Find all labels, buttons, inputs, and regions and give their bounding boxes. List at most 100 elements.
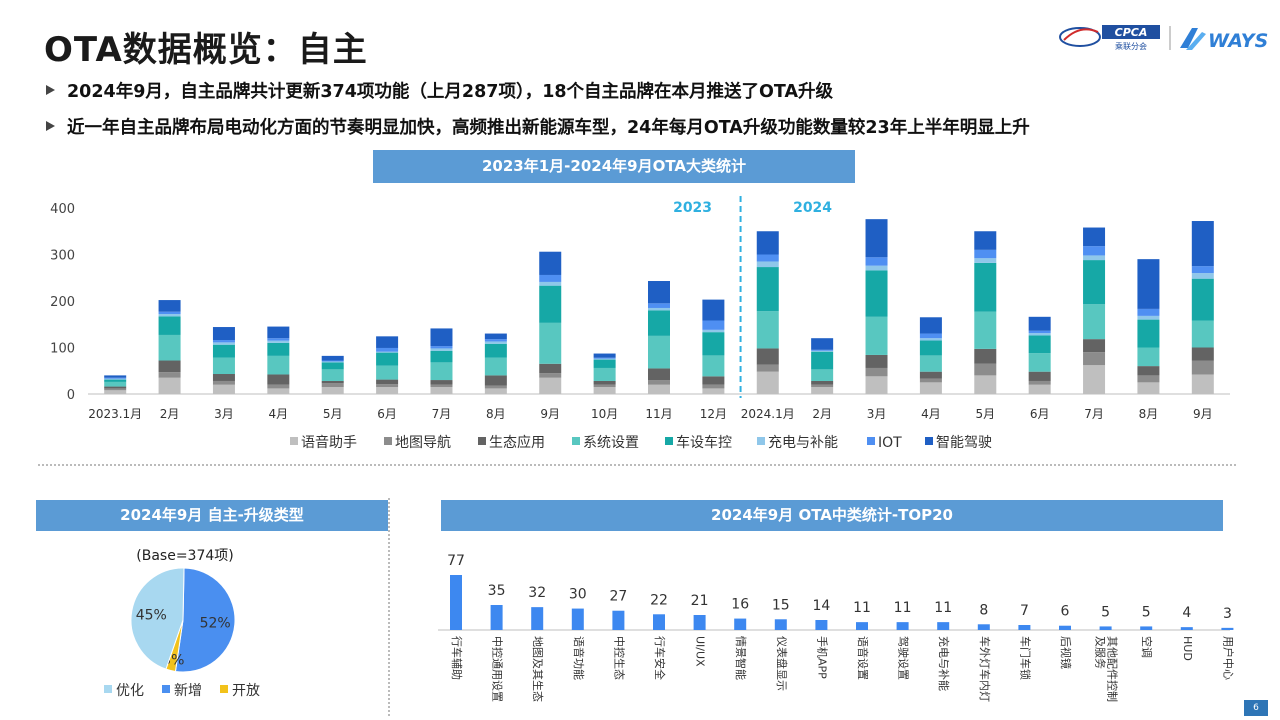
top20-value-label: 15 xyxy=(772,597,790,613)
bar-segment xyxy=(919,378,942,383)
top20-value-label: 11 xyxy=(934,600,952,616)
bar-segment xyxy=(974,375,997,394)
bar-segment xyxy=(1191,347,1214,361)
bar-segment xyxy=(974,311,997,349)
bar-segment xyxy=(702,384,725,389)
bar-segment xyxy=(376,384,399,388)
bar-segment xyxy=(1137,308,1160,316)
bar-segment xyxy=(267,340,290,343)
bar-segment xyxy=(1191,320,1214,348)
pie-legend-label: 新增 xyxy=(174,683,202,699)
top20-bar xyxy=(1180,627,1193,630)
top20-category-label: 行车辅助 xyxy=(450,636,464,680)
bar-segment xyxy=(1191,278,1214,321)
bar-segment xyxy=(321,355,344,361)
bar-segment xyxy=(158,311,181,315)
top20-bar xyxy=(1099,626,1112,630)
bar-segment xyxy=(974,363,997,376)
x-tick-label: 6月 xyxy=(377,407,397,421)
bar-segment xyxy=(376,352,399,366)
bar-segment xyxy=(702,388,725,394)
top20-bar xyxy=(571,608,584,630)
bar-segment xyxy=(484,339,507,342)
y-tick-label: 300 xyxy=(50,249,75,264)
top20-bar-chart: 77行车辅助35中控通用设置32地图及其生态30语音功能27中控生态22行车安全… xyxy=(438,553,1235,702)
bar-segment xyxy=(1083,339,1106,353)
bar-segment xyxy=(1137,315,1160,320)
bar-segment xyxy=(1028,380,1051,385)
bar-segment xyxy=(1137,382,1160,394)
year-marker-2023: 2023 xyxy=(673,200,712,216)
pie-legend-swatch xyxy=(220,685,228,693)
bar-segment xyxy=(865,367,888,377)
top20-bar xyxy=(490,605,503,630)
x-tick-label: 10月 xyxy=(591,407,618,421)
bar-segment xyxy=(593,384,616,388)
top20-value-label: 4 xyxy=(1182,605,1191,621)
cpca-logo: CPCA 乘联分会 WAYS xyxy=(1059,25,1268,52)
x-tick-label: 9月 xyxy=(1193,407,1213,421)
bar-segment xyxy=(756,371,779,394)
top20-category-label: 驾驶设置 xyxy=(897,636,911,680)
legend-label: 充电与补能 xyxy=(768,435,838,451)
bar-segment xyxy=(756,364,779,372)
bar-segment xyxy=(811,349,834,351)
bar-segment xyxy=(539,377,562,394)
bar-segment xyxy=(756,311,779,349)
bar-segment xyxy=(158,316,181,335)
main-chart-title-banner: 2023年1月-2024年9月OTA大类统计 xyxy=(373,150,855,183)
bar-segment xyxy=(104,375,127,378)
top20-category-label: 空调 xyxy=(1140,636,1154,658)
top20-category-label: 地图及其生态 xyxy=(531,636,545,702)
top20-value-label: 11 xyxy=(853,600,871,616)
bar-segment xyxy=(430,328,453,347)
bullet-arrow-icon xyxy=(46,121,55,131)
y-tick-label: 100 xyxy=(50,342,75,357)
bar-segment xyxy=(756,348,779,365)
bar-segment xyxy=(104,378,127,380)
bar-segment xyxy=(1028,384,1051,394)
bar-segment xyxy=(267,384,290,389)
ways-logo-text: WAYS xyxy=(1208,30,1268,52)
bar-segment xyxy=(865,354,888,368)
bar-segment xyxy=(919,355,942,372)
top20-category-label: 行车安全 xyxy=(653,636,667,680)
bar-segment xyxy=(321,369,344,381)
bar-segment xyxy=(648,303,670,308)
bar-segment xyxy=(1137,347,1160,367)
bar-segment xyxy=(974,231,997,250)
bar-segment xyxy=(484,388,507,394)
bar-segment xyxy=(1137,366,1160,376)
bar-segment xyxy=(430,380,453,385)
x-tick-label: 6月 xyxy=(1030,407,1050,421)
bar-segment xyxy=(865,376,888,394)
top20-category-label: 情景智能 xyxy=(734,636,748,680)
bar-segment xyxy=(539,373,562,378)
bar-segment xyxy=(376,336,399,348)
bullet-arrow-icon xyxy=(46,85,55,95)
cpca-logo-text: CPCA xyxy=(1115,26,1148,39)
legend-swatch xyxy=(867,437,875,445)
top20-value-label: 35 xyxy=(488,583,506,599)
bar-segment xyxy=(1083,352,1106,366)
x-tick-label: 2024.1月 xyxy=(741,407,795,421)
bar-segment xyxy=(212,374,235,381)
bar-segment xyxy=(212,380,235,385)
bar-segment xyxy=(267,326,290,339)
bar-segment xyxy=(1191,374,1214,394)
section-divider xyxy=(38,464,1236,466)
bar-segment xyxy=(539,363,562,374)
pie-legend-label: 开放 xyxy=(232,683,260,699)
bar-segment xyxy=(158,314,181,317)
x-tick-label: 2月 xyxy=(160,407,180,421)
pie-slice xyxy=(174,567,236,673)
top20-value-label: 8 xyxy=(979,602,988,618)
bar-segment xyxy=(648,335,670,369)
bar-segment xyxy=(1028,371,1051,381)
top20-bar xyxy=(815,620,828,630)
bullet-1: 2024年9月，自主品牌共计更新374项功能（上月287项），18个自主品牌在本… xyxy=(46,78,833,103)
bar-segment xyxy=(430,384,453,388)
bar-segment xyxy=(702,355,725,377)
bar-segment xyxy=(593,358,616,360)
top20-value-label: 27 xyxy=(609,589,627,605)
